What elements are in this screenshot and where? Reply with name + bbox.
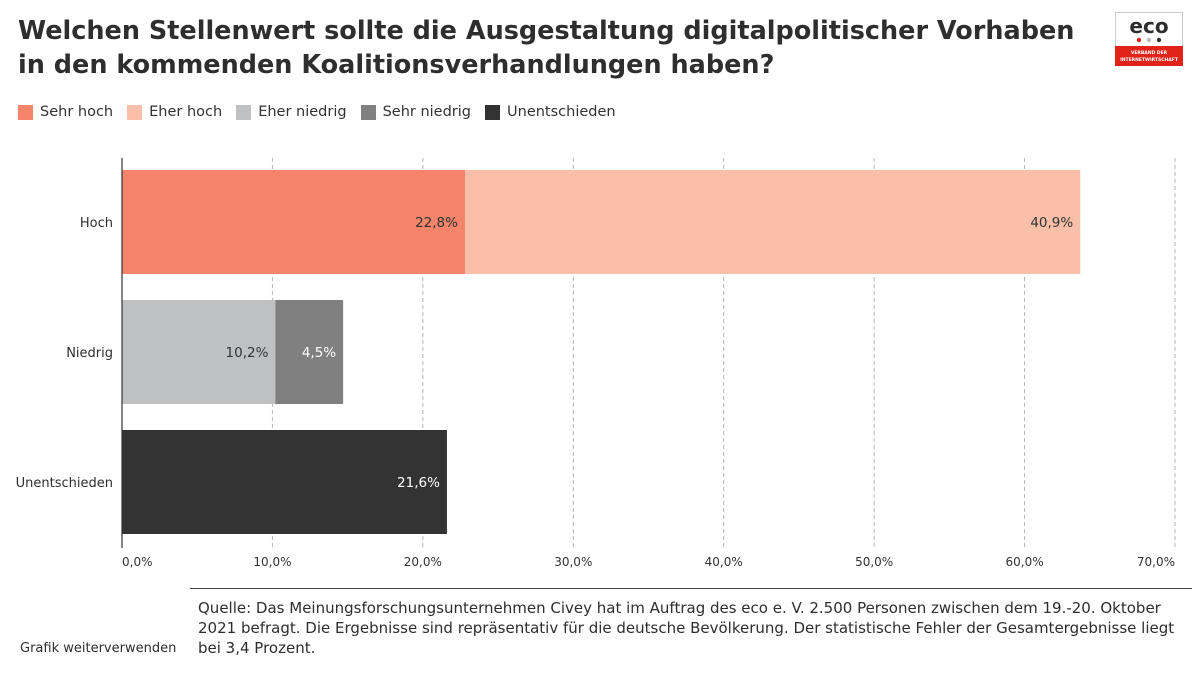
bar-eher-hoch	[464, 170, 1081, 274]
bar-chart: 22,8% 40,9% Hoch 10,2% 4,5% Niedrig 21,6% Unent…	[16, 158, 1176, 569]
legend-swatch	[127, 104, 143, 120]
logo-dot-grey	[1146, 37, 1152, 43]
data-label: 40,9%	[1030, 215, 1073, 231]
source-note: Quelle: Das Meinungsforschungsunternehme…	[190, 588, 1192, 658]
svg-text:INTERNETWIRTSCHAFT: INTERNETWIRTSCHAFT	[1120, 57, 1179, 63]
x-tick-label: 0,0%	[122, 555, 153, 569]
data-label: 22,8%	[415, 215, 458, 231]
x-tick-label: 70,0%	[1137, 555, 1175, 569]
legend-item-unentschieden[interactable]: Unentschieden	[485, 104, 616, 120]
x-tick-label: 50,0%	[855, 555, 893, 569]
legend-label: Eher hoch	[149, 104, 223, 120]
logo-banner	[1115, 46, 1183, 66]
svg-text:VERBAND DER: VERBAND DER	[1131, 50, 1168, 56]
category-label: Unentschieden	[16, 476, 113, 491]
legend-swatch	[18, 104, 33, 120]
legend-item-sehr-niedrig[interactable]: Sehr niedrig	[360, 104, 472, 120]
category-label: Hoch	[80, 216, 113, 231]
data-label: 21,6%	[397, 475, 440, 491]
logo-dot-red	[1136, 37, 1142, 43]
legend-label: Eher niedrig	[258, 104, 347, 120]
legend-swatch	[360, 104, 376, 120]
x-tick-label: 60,0%	[1006, 555, 1044, 569]
legend-label: Sehr niedrig	[382, 104, 472, 120]
legend-item-sehr-hoch[interactable]: Sehr hoch	[18, 104, 113, 120]
bar-sehr-niedrig	[275, 300, 344, 404]
legend-swatch	[485, 104, 501, 120]
data-label: 4,5%	[302, 345, 336, 361]
chart-title: Welchen Stellenwert sollte die Ausgestal…	[18, 16, 1075, 80]
legend-item-eher-niedrig[interactable]: Eher niedrig	[236, 104, 347, 120]
logo-wordmark: eco	[1129, 14, 1168, 38]
legend-item-eher-hoch[interactable]: Eher hoch	[127, 104, 222, 120]
legend-label: Sehr hoch	[40, 104, 114, 120]
eco-logo: eco VERBAND DER INTERNETWIRTSCHAFT	[1115, 12, 1183, 66]
x-tick-label: 40,0%	[705, 555, 743, 569]
legend-label: Unentschieden	[507, 104, 616, 120]
x-tick-label: 30,0%	[554, 555, 592, 569]
data-label: 10,2%	[226, 345, 269, 361]
bar-sehr-hoch	[122, 170, 465, 274]
x-tick-label: 20,0%	[404, 555, 442, 569]
logo-dot-dark	[1156, 37, 1162, 43]
bar-unentschieden	[122, 430, 447, 534]
reuse-graphic-link[interactable]: Grafik weiterverwenden	[20, 641, 177, 656]
legend-swatch	[236, 104, 252, 120]
bar-eher-niedrig	[122, 300, 276, 404]
x-tick-label: 10,0%	[253, 555, 291, 569]
category-label: Niedrig	[66, 346, 113, 361]
legend: Sehr hoch Eher hoch Eher niedrig Sehr ni…	[18, 102, 630, 122]
